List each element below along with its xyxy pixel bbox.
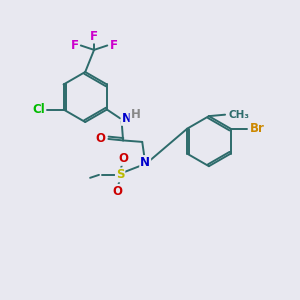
Text: Cl: Cl <box>32 103 45 116</box>
Text: N: N <box>122 112 132 125</box>
Text: F: F <box>70 39 78 52</box>
Text: O: O <box>95 133 105 146</box>
Text: H: H <box>130 108 140 121</box>
Text: O: O <box>112 185 122 198</box>
Text: O: O <box>118 152 128 165</box>
Text: CH₃: CH₃ <box>229 110 250 120</box>
Text: N: N <box>140 156 150 169</box>
Text: F: F <box>90 30 98 43</box>
Text: F: F <box>110 39 118 52</box>
Text: S: S <box>116 168 124 182</box>
Text: Br: Br <box>250 122 265 135</box>
